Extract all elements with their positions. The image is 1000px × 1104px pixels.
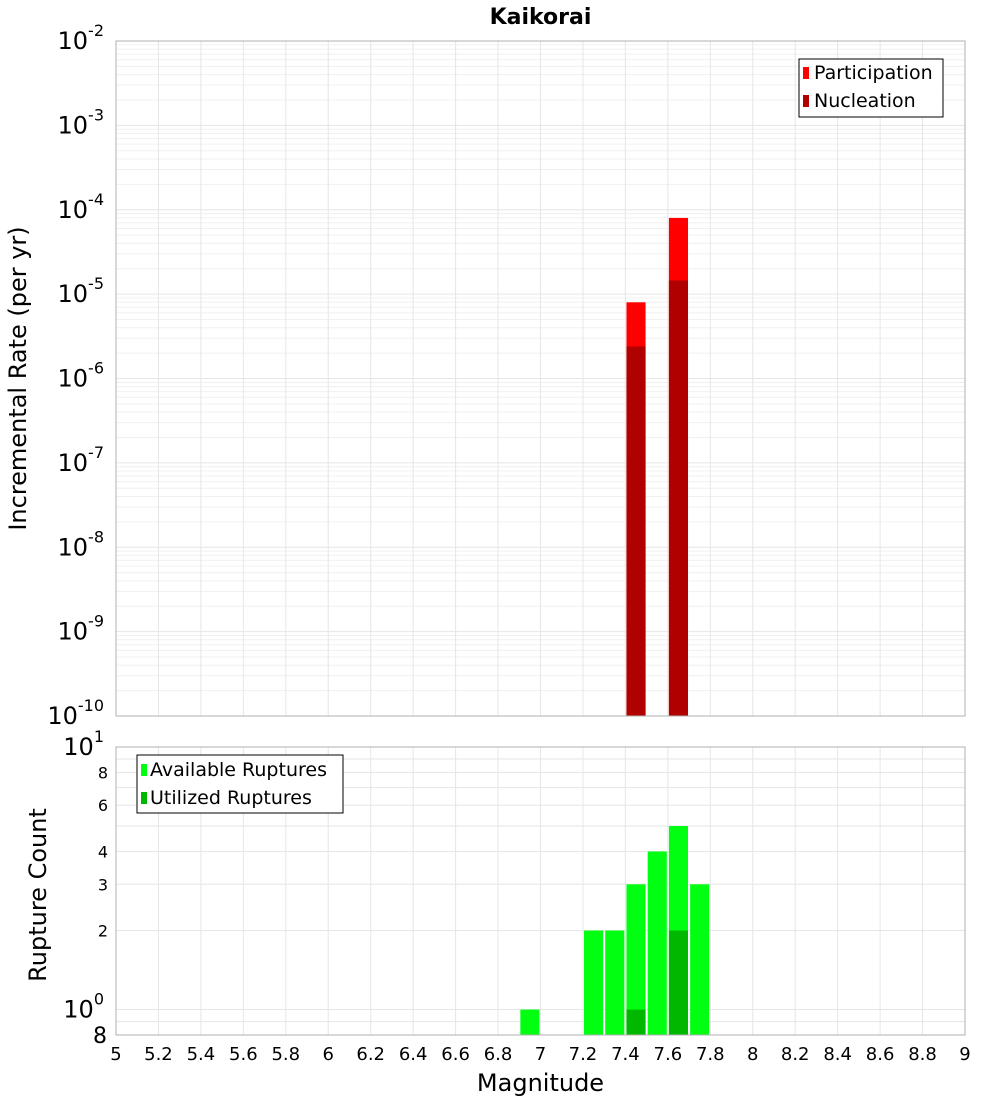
top-legend-box — [798, 58, 944, 118]
bottom-legend-box — [136, 754, 344, 814]
available-ruptures-bar — [584, 930, 604, 1035]
xtick-label: 8.4 — [823, 1044, 852, 1065]
available-ruptures-bar — [520, 1009, 540, 1035]
xtick-label: 7.2 — [569, 1044, 598, 1065]
xtick-label: 5 — [110, 1044, 121, 1065]
top-ytick-label: 10-2 — [58, 21, 105, 55]
available-ruptures-bar — [605, 930, 625, 1035]
bottom-legend-label: Utilized Ruptures — [150, 787, 312, 809]
xtick-label: 7.8 — [696, 1044, 725, 1065]
bottom-plot-frame — [115, 746, 966, 1036]
xtick-label: 5.2 — [144, 1044, 173, 1065]
top-ytick-label: 10-8 — [58, 527, 105, 561]
available-ruptures-bar — [647, 851, 667, 1035]
nucleation-bar — [626, 346, 646, 716]
top-plot-frame — [115, 40, 966, 717]
top-ylabel: Incremental Rate (per yr) — [4, 226, 32, 530]
bottom-ytick-label: 2 — [98, 922, 108, 941]
top-ytick-label: 10-6 — [58, 359, 105, 393]
bottom-ytick-pow-label: 100 — [63, 990, 104, 1024]
bottom-legend-label: Available Ruptures — [150, 759, 327, 781]
xtick-label: 5.8 — [271, 1044, 300, 1065]
top-legend-swatch — [803, 95, 809, 107]
top-legend-swatch — [803, 67, 809, 79]
top-ytick-label: 10-10 — [47, 696, 104, 730]
top-ytick-label: 10-4 — [58, 190, 105, 224]
xtick-label: 6 — [323, 1044, 334, 1065]
available-ruptures-bar — [690, 884, 710, 1035]
xtick-label: 6.2 — [356, 1044, 385, 1065]
top-ytick-label: 10-9 — [58, 612, 105, 646]
bottom-legend-swatch — [141, 764, 147, 776]
xtick-label: 6.4 — [399, 1044, 428, 1065]
bottom-ytick-label: 6 — [98, 796, 108, 815]
top-ytick-label: 10-5 — [58, 274, 105, 308]
xtick-label: 7.6 — [654, 1044, 683, 1065]
utilized-ruptures-bar — [626, 1009, 646, 1035]
bottom-ytick-label: 4 — [98, 842, 108, 861]
bottom-ylabel: Rupture Count — [24, 808, 52, 982]
bottom-ytick-min-label: 8 — [93, 1024, 107, 1049]
top-legend-label: Participation — [814, 62, 933, 84]
available-ruptures-bar — [626, 884, 646, 1035]
bottom-legend-swatch — [141, 792, 147, 804]
bottom-ytick-label: 3 — [98, 875, 108, 894]
bottom-ytick-pow-label: 101 — [63, 727, 104, 761]
top-ytick-label: 10-7 — [58, 443, 105, 477]
xtick-label: 6.6 — [441, 1044, 470, 1065]
top-legend-label: Nucleation — [814, 90, 916, 112]
bottom-ytick-label: 8 — [98, 763, 108, 782]
xtick-label: 9 — [959, 1044, 970, 1065]
xtick-label: 5.6 — [229, 1044, 258, 1065]
xtick-label: 8.8 — [908, 1044, 937, 1065]
top-ytick-label: 10-3 — [58, 105, 105, 139]
xtick-label: 8.2 — [781, 1044, 810, 1065]
xtick-label: 6.8 — [484, 1044, 513, 1065]
bottom-xlabel: Magnitude — [477, 1069, 604, 1097]
xtick-label: 8 — [747, 1044, 758, 1065]
utilized-ruptures-bar — [668, 930, 689, 1035]
xtick-label: 7.4 — [611, 1044, 640, 1065]
nucleation-bar — [668, 280, 689, 716]
xtick-label: 7 — [535, 1044, 546, 1065]
xtick-label: 5.4 — [187, 1044, 216, 1065]
chart-title: Kaikorai — [490, 5, 592, 30]
xtick-label: 8.6 — [866, 1044, 895, 1065]
